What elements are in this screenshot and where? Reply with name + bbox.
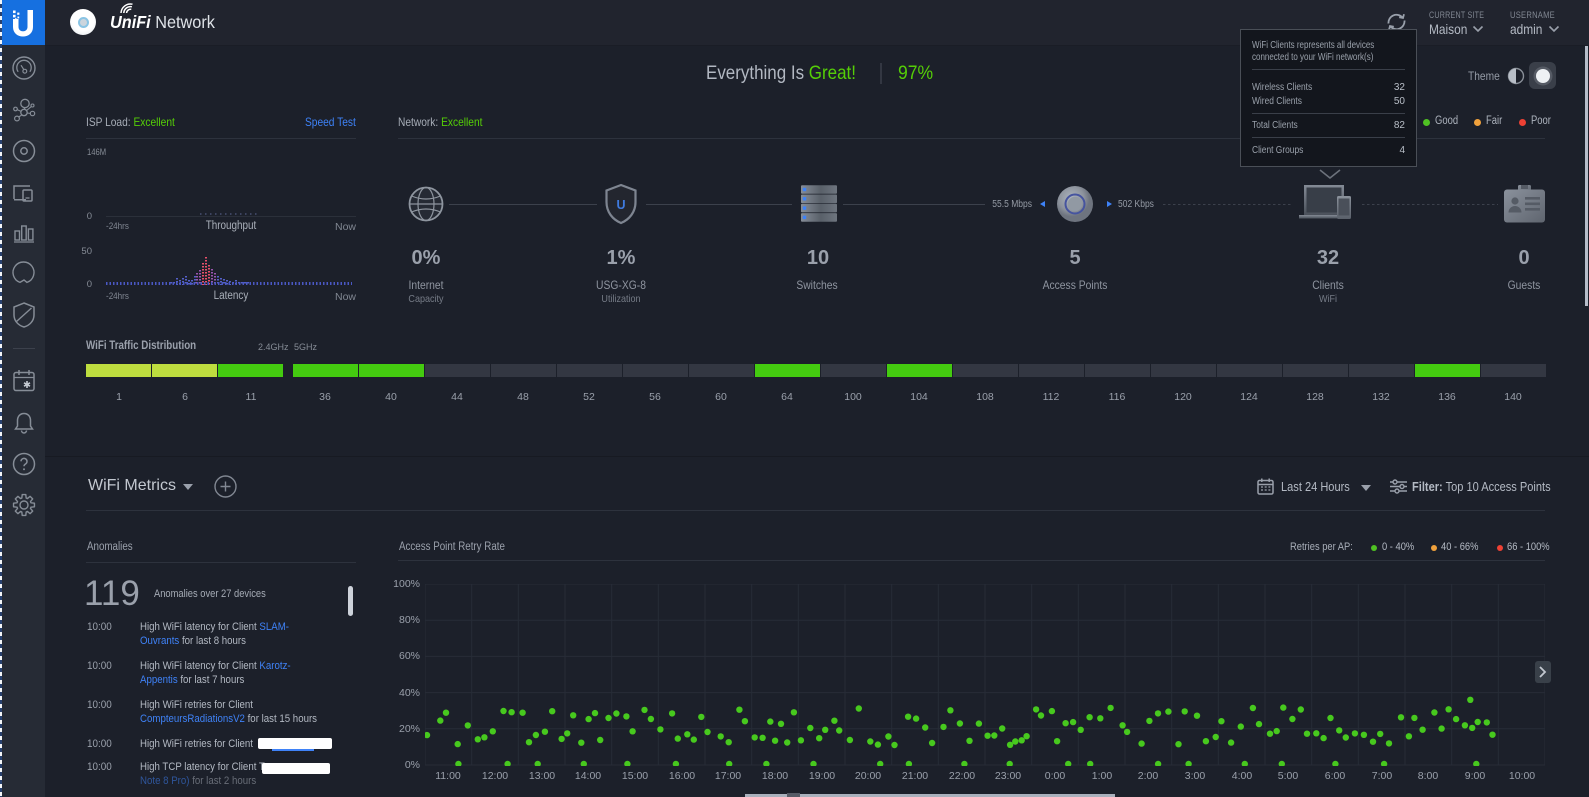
svg-text:U: U [616, 198, 625, 212]
